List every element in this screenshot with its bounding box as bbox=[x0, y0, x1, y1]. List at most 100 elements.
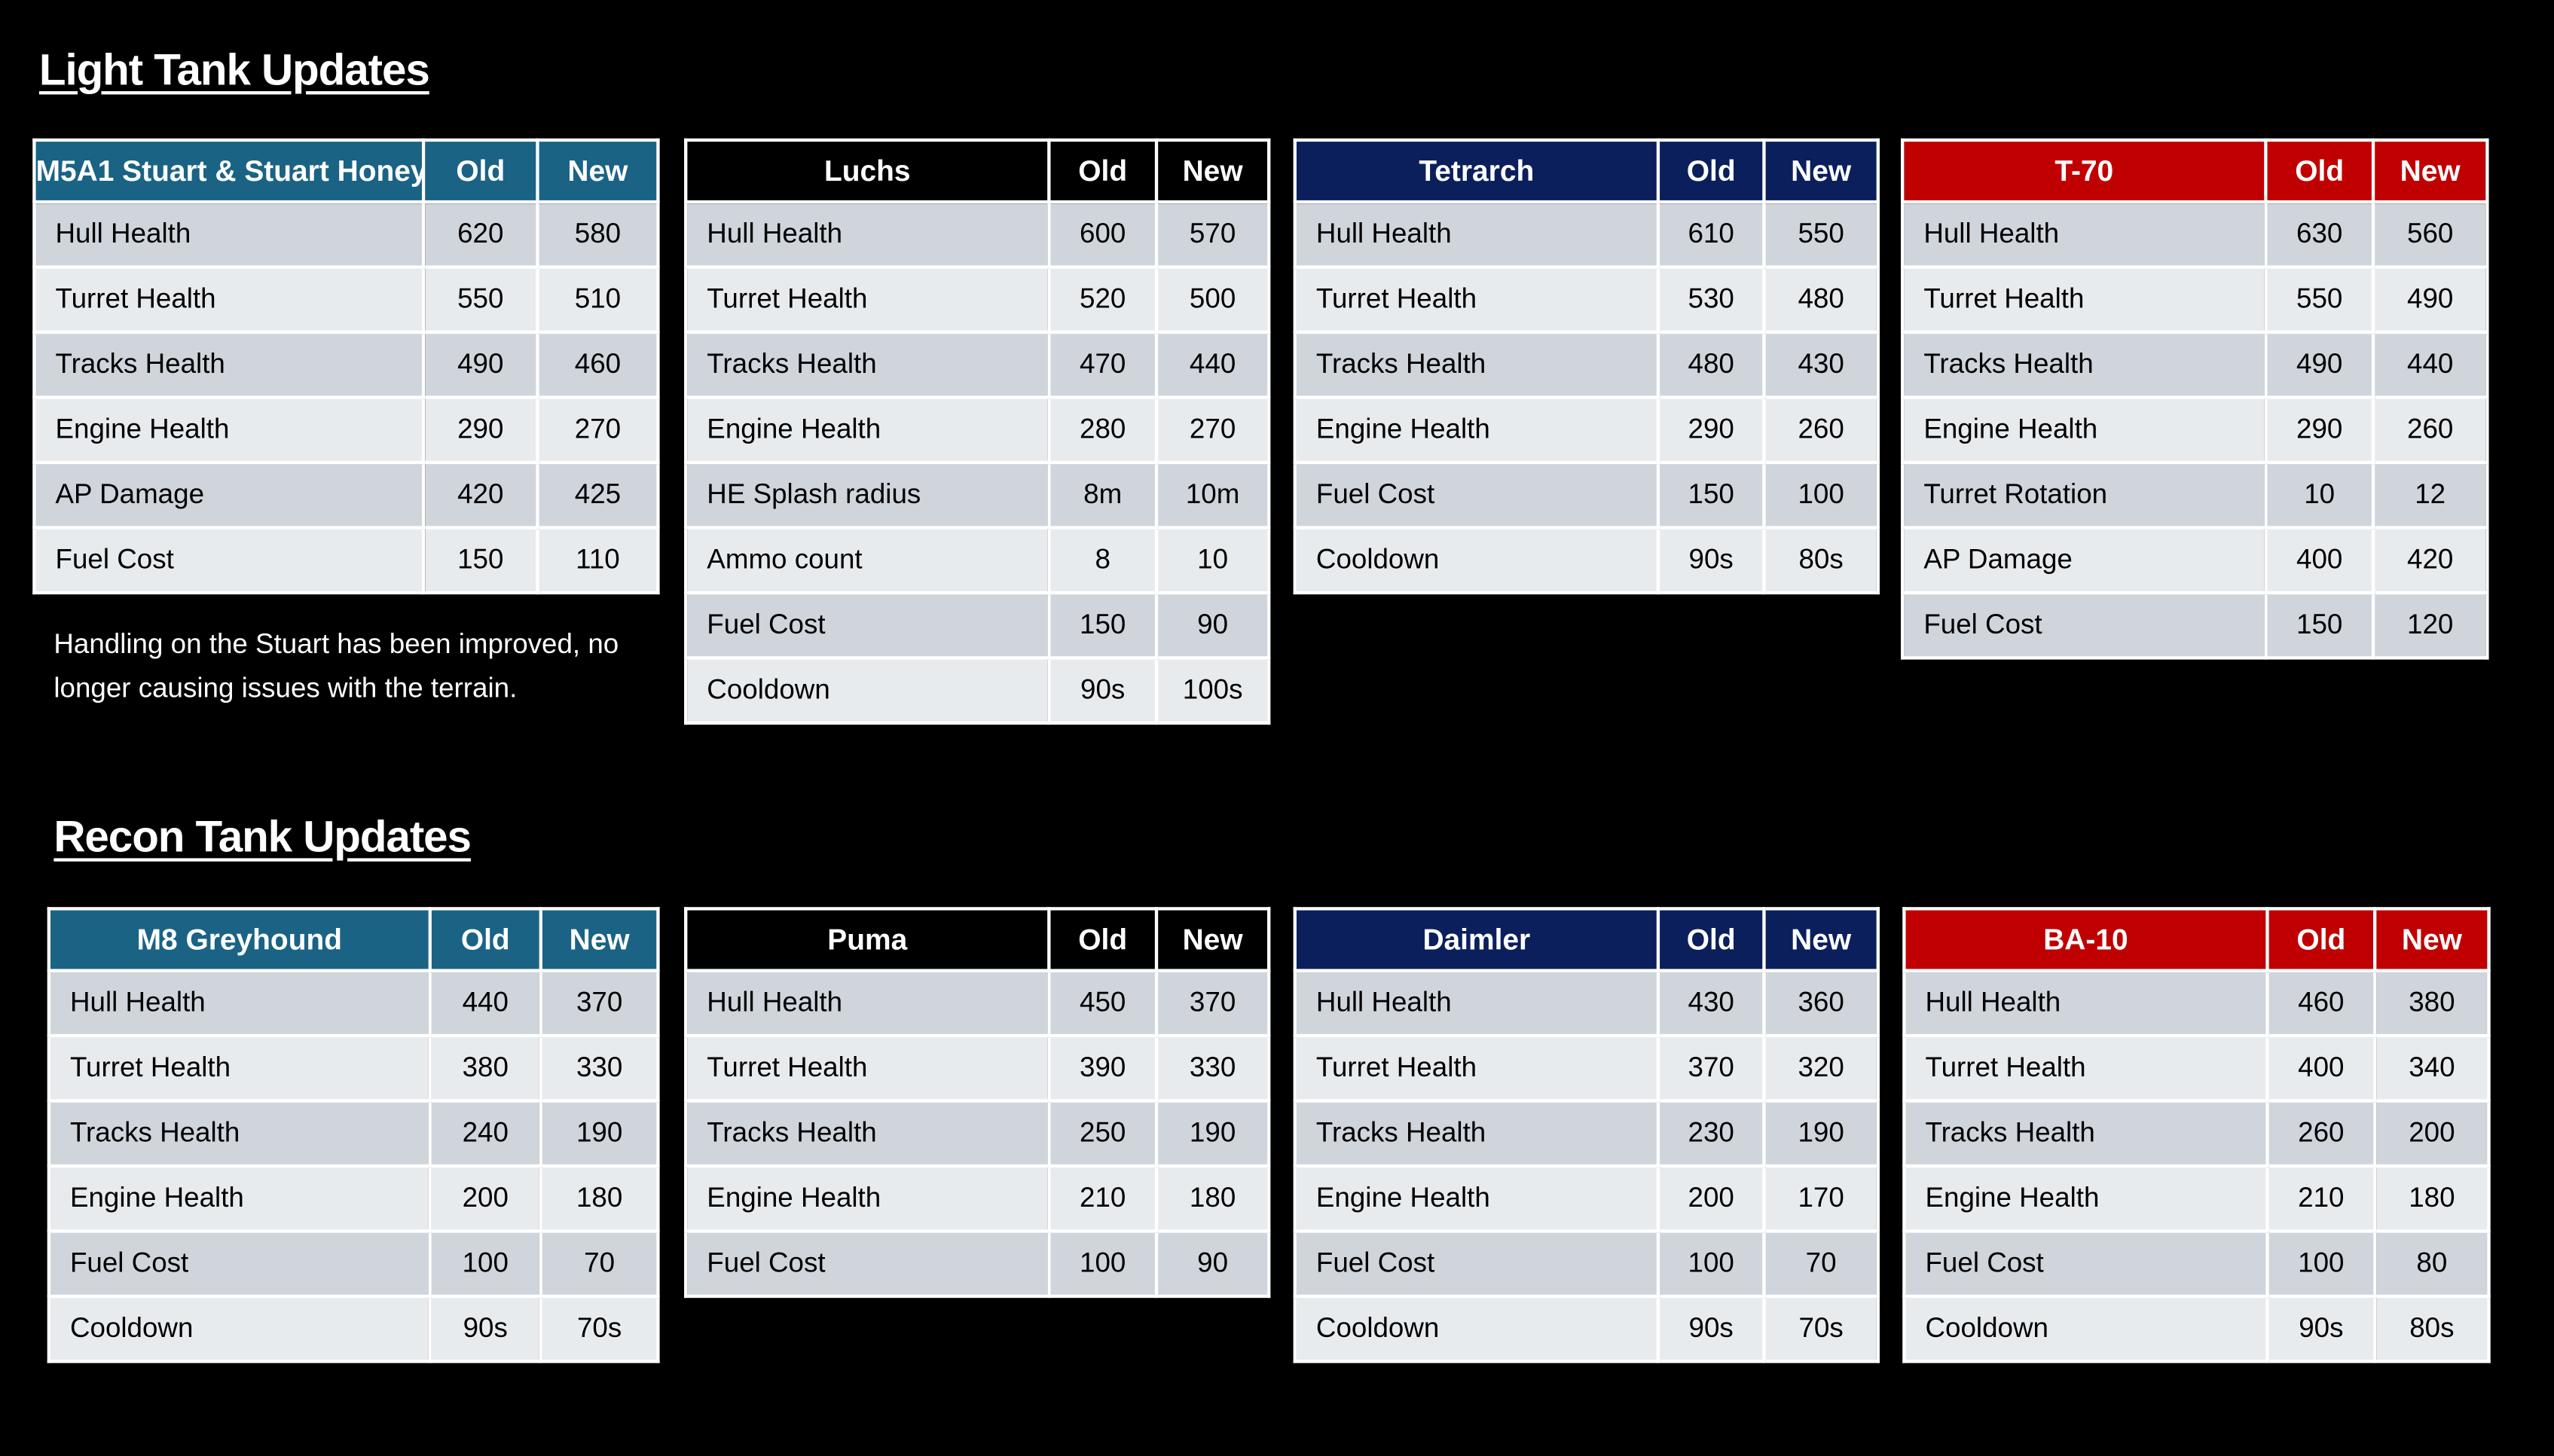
stats-table: Puma Old New Hull Health 450 370 Turret Health… bbox=[684, 907, 1271, 1299]
stat-row: Fuel Cost 150 110 bbox=[32, 526, 660, 595]
stat-name: Fuel Cost bbox=[1293, 460, 1660, 530]
header-cell: New bbox=[1154, 907, 1271, 972]
stat-name: Fuel Cost bbox=[47, 1229, 432, 1299]
stat-name: Tracks Health bbox=[1902, 1099, 2269, 1168]
stat-value: 420 bbox=[2371, 526, 2489, 595]
stat-name: Tracks Health bbox=[684, 330, 1051, 399]
stat-row: Tracks Health 490 460 bbox=[32, 330, 660, 399]
stat-value: 10 bbox=[1154, 526, 1271, 595]
stat-row: Fuel Cost 100 70 bbox=[47, 1229, 660, 1299]
table-body: M5A1 Stuart & Stuart Honey Old New Hull Hea… bbox=[32, 138, 660, 595]
header-cell: Old bbox=[1656, 138, 1766, 204]
stat-row: Hull Health 440 370 bbox=[47, 969, 660, 1038]
stat-row: Hull Health 610 550 bbox=[1293, 200, 1880, 269]
stat-value: 180 bbox=[2373, 1164, 2491, 1233]
stat-value: 200 bbox=[2373, 1099, 2491, 1168]
stat-value: 420 bbox=[421, 460, 539, 530]
stat-name: Tracks Health bbox=[1293, 330, 1660, 399]
stat-row: Tracks Health 260 200 bbox=[1902, 1099, 2491, 1168]
stat-value: 400 bbox=[2265, 1033, 2377, 1103]
stat-value: 430 bbox=[1656, 969, 1766, 1038]
table-body: Tetrarch Old New Hull Health 610 550 Turret He… bbox=[1293, 138, 1880, 595]
stat-row: Engine Health 280 270 bbox=[684, 395, 1271, 465]
stat-value: 425 bbox=[536, 460, 660, 530]
stat-value: 530 bbox=[1656, 265, 1766, 334]
stat-value: 70s bbox=[1762, 1294, 1880, 1363]
stat-name: Hull Health bbox=[684, 200, 1051, 269]
stat-value: 90 bbox=[1154, 591, 1271, 660]
stat-value: 90s bbox=[2265, 1294, 2377, 1363]
stat-value: 380 bbox=[2373, 969, 2491, 1038]
stat-row: Hull Health 430 360 bbox=[1293, 969, 1880, 1038]
stat-name: Tracks Health bbox=[1901, 330, 2268, 399]
table-body: Daimler Old New Hull Health 430 360 Turret Hea… bbox=[1293, 907, 1880, 1363]
stat-name: Tracks Health bbox=[47, 1099, 432, 1168]
header-cell: Luchs bbox=[684, 138, 1051, 204]
stats-table: M8 Greyhound Old New Hull Health 440 370 Turre… bbox=[47, 907, 660, 1363]
stat-row: Fuel Cost 100 90 bbox=[684, 1229, 1271, 1299]
stat-row: Hull Health 620 580 bbox=[32, 200, 660, 269]
stat-value: 240 bbox=[428, 1099, 542, 1168]
stat-value: 610 bbox=[1656, 200, 1766, 269]
stat-row: Engine Health 200 180 bbox=[47, 1164, 660, 1233]
stat-value: 400 bbox=[2264, 526, 2375, 595]
stat-value: 280 bbox=[1047, 395, 1159, 465]
stat-value: 430 bbox=[1762, 330, 1880, 399]
stat-value: 90s bbox=[428, 1294, 542, 1363]
stat-row: Tracks Health 230 190 bbox=[1293, 1099, 1880, 1168]
stat-row: Turret Health 380 330 bbox=[47, 1033, 660, 1103]
stat-name: Ammo count bbox=[684, 526, 1051, 595]
stat-value: 600 bbox=[1047, 200, 1159, 269]
stat-value: 440 bbox=[2371, 330, 2489, 399]
stat-name: Fuel Cost bbox=[684, 591, 1051, 660]
stat-name: Engine Health bbox=[684, 395, 1051, 465]
stat-name: Hull Health bbox=[1902, 969, 2269, 1038]
stat-row: Turret Health 520 500 bbox=[684, 265, 1271, 334]
header-cell: Old bbox=[1656, 907, 1766, 972]
stat-value: 100 bbox=[1656, 1229, 1766, 1299]
stat-value: 630 bbox=[2264, 200, 2375, 269]
stat-row: Tracks Health 490 440 bbox=[1901, 330, 2489, 399]
stat-value: 480 bbox=[1656, 330, 1766, 399]
stat-row: Hull Health 600 570 bbox=[684, 200, 1271, 269]
stat-row: Engine Health 200 170 bbox=[1293, 1164, 1880, 1233]
stat-name: Turret Health bbox=[1293, 1033, 1660, 1103]
stat-value: 480 bbox=[1762, 265, 1880, 334]
stat-row: Fuel Cost 100 70 bbox=[1293, 1229, 1880, 1299]
stat-value: 70s bbox=[539, 1294, 660, 1363]
stat-value: 190 bbox=[539, 1099, 660, 1168]
stat-name: Turret Health bbox=[684, 1033, 1051, 1103]
stat-row: Tracks Health 480 430 bbox=[1293, 330, 1880, 399]
stat-row: Engine Health 290 260 bbox=[1293, 395, 1880, 465]
stat-row: Cooldown 90s 80s bbox=[1902, 1294, 2491, 1363]
stat-value: 320 bbox=[1762, 1033, 1880, 1103]
stat-value: 90s bbox=[1656, 526, 1766, 595]
stat-name: Cooldown bbox=[47, 1294, 432, 1363]
stat-value: 100 bbox=[428, 1229, 542, 1299]
stat-value: 210 bbox=[2265, 1164, 2377, 1233]
stat-name: Engine Health bbox=[1293, 1164, 1660, 1233]
stat-value: 500 bbox=[1154, 265, 1271, 334]
section-title: Recon Tank Updates bbox=[53, 812, 472, 862]
stat-name: Hull Health bbox=[1293, 200, 1660, 269]
stat-name: HE Splash radius bbox=[684, 460, 1051, 530]
stat-row: Tracks Health 470 440 bbox=[684, 330, 1271, 399]
header-cell: BA-10 bbox=[1902, 907, 2269, 972]
stat-name: Cooldown bbox=[1293, 526, 1660, 595]
stat-row: Turret Health 550 490 bbox=[1901, 265, 2489, 334]
stat-value: 70 bbox=[1762, 1229, 1880, 1299]
stat-name: Turret Health bbox=[1293, 265, 1660, 334]
stat-row: Hull Health 450 370 bbox=[684, 969, 1271, 1038]
stat-name: Engine Health bbox=[47, 1164, 432, 1233]
stat-row: Engine Health 290 270 bbox=[32, 395, 660, 465]
stat-value: 510 bbox=[536, 265, 660, 334]
stat-value: 8 bbox=[1047, 526, 1159, 595]
header-cell: Puma bbox=[684, 907, 1051, 972]
stat-value: 170 bbox=[1762, 1164, 1880, 1233]
header-cell: Daimler bbox=[1293, 907, 1660, 972]
stat-value: 200 bbox=[428, 1164, 542, 1233]
stat-row: Hull Health 630 560 bbox=[1901, 200, 2489, 269]
stat-row: Cooldown 90s 100s bbox=[684, 656, 1271, 725]
stat-value: 550 bbox=[1762, 200, 1880, 269]
stat-name: Tracks Health bbox=[684, 1099, 1051, 1168]
